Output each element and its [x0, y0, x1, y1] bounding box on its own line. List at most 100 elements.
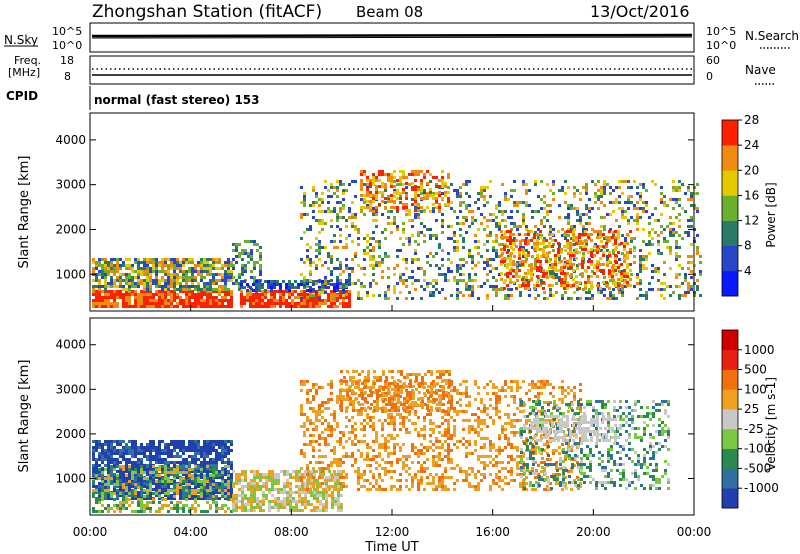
power-cell: [651, 276, 654, 279]
velocity-cell: [280, 470, 283, 473]
power-cell: [110, 264, 113, 267]
velocity-cell: [543, 386, 546, 389]
velocity-cell: [143, 504, 146, 507]
power-cell: [510, 252, 513, 255]
power-cell: [687, 198, 690, 201]
power-cell: [312, 201, 315, 204]
power-cell: [602, 254, 605, 257]
power-cell: [420, 197, 423, 200]
velocity-cell: [203, 449, 206, 452]
velocity-cell: [313, 488, 316, 491]
power-cell: [549, 210, 552, 213]
power-cell: [489, 195, 492, 198]
velocity-cell: [247, 482, 250, 485]
power-cell: [107, 299, 110, 302]
velocity-cell: [292, 476, 295, 479]
power-cell: [596, 284, 599, 287]
power-cell: [390, 222, 393, 225]
velocity-cell: [280, 500, 283, 503]
power-cell: [618, 207, 621, 210]
power-cell: [375, 206, 378, 209]
velocity-cell: [149, 446, 152, 449]
power-cell: [660, 213, 663, 216]
power-cell: [468, 276, 471, 279]
power-cell: [128, 273, 131, 276]
power-cell: [621, 270, 624, 273]
power-cell: [495, 285, 498, 288]
power-cell: [197, 273, 200, 276]
velocity-cell: [262, 500, 265, 503]
power-cell: [441, 176, 444, 179]
power-cell: [630, 237, 633, 240]
power-cell: [459, 204, 462, 207]
power-cell: [122, 293, 125, 296]
power-cell: [615, 273, 618, 276]
power-cell: [125, 279, 128, 282]
velocity-cell: [306, 392, 309, 395]
power-cell: [146, 285, 149, 288]
power-cell: [297, 305, 300, 308]
power-cell: [360, 285, 363, 288]
power-cell: [546, 219, 549, 222]
power-cell: [519, 291, 522, 294]
power-cell: [306, 293, 309, 296]
power-cell: [351, 213, 354, 216]
power-cell: [131, 267, 134, 270]
power-cell: [164, 264, 167, 267]
velocity-cell: [101, 495, 104, 498]
velocity-cell: [98, 446, 101, 449]
power-cell: [429, 252, 432, 255]
power-cell: [375, 176, 378, 179]
velocity-cell: [334, 476, 337, 479]
power-cell: [636, 192, 639, 195]
freq-tick-bottom: 8: [64, 70, 71, 83]
velocity-cell: [369, 386, 372, 389]
power-cell: [238, 282, 241, 285]
velocity-cell: [110, 482, 113, 485]
power-cell: [399, 176, 402, 179]
velocity-cell: [537, 410, 540, 413]
power-cell: [240, 296, 243, 299]
power-cell: [549, 237, 552, 240]
power-cell: [185, 296, 188, 299]
power-cell: [303, 198, 306, 201]
velocity-cell: [155, 474, 158, 477]
power-cell: [549, 288, 552, 291]
velocity-cell: [146, 473, 149, 476]
velocity-cell: [316, 500, 319, 503]
power-cell: [381, 276, 384, 279]
power-cell: [599, 257, 602, 260]
power-cell: [315, 219, 318, 222]
velocity-cell: [194, 485, 197, 488]
velocity-cell: [110, 461, 113, 464]
power-cell: [194, 267, 197, 270]
power-cell: [173, 305, 176, 308]
velocity-cell: [143, 497, 146, 500]
power-cell: [390, 173, 393, 176]
power-cell: [390, 210, 393, 213]
power-cell: [372, 197, 375, 200]
power-cell: [687, 219, 690, 222]
power-cell: [669, 216, 672, 219]
power-cell: [591, 207, 594, 210]
power-cell: [312, 210, 315, 213]
velocity-cell: [306, 380, 309, 383]
velocity-cell: [227, 507, 230, 510]
power-cell: [125, 302, 128, 305]
power-cell: [405, 279, 408, 282]
power-cell: [633, 237, 636, 240]
velocity-cell: [280, 491, 283, 494]
velocity-cell: [191, 458, 194, 461]
power-cell: [303, 213, 306, 216]
power-cell: [603, 288, 606, 291]
velocity-cell: [363, 407, 366, 410]
velocity-cell: [170, 449, 173, 452]
power-cell: [224, 305, 227, 308]
power-cell: [104, 258, 107, 261]
power-cell: [339, 264, 342, 267]
velocity-cell: [570, 407, 573, 410]
velocity-cell: [316, 506, 319, 509]
power-cell: [300, 201, 303, 204]
power-cell: [561, 294, 564, 297]
velocity-cell: [570, 401, 573, 404]
